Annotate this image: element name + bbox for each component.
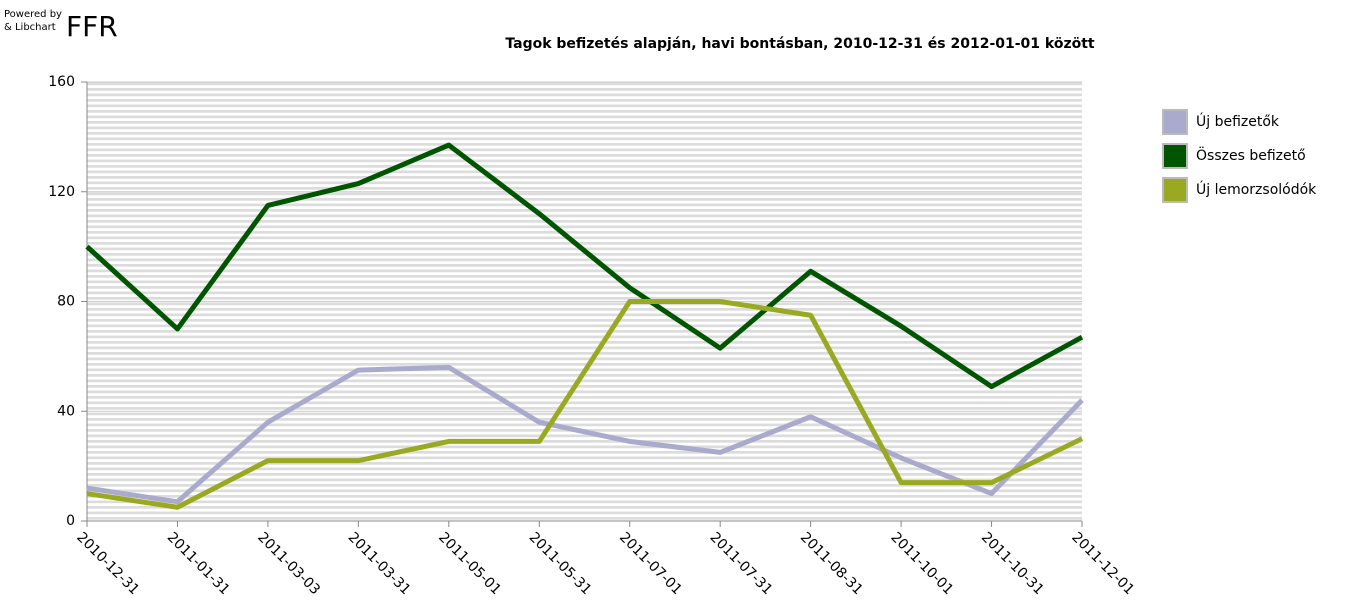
x-tick-label: 2011-07-01	[616, 529, 685, 598]
series-line	[86, 299, 1084, 510]
legend-label: Új befizetők	[1196, 112, 1280, 130]
x-tick-label: 2011-10-31	[978, 529, 1047, 598]
x-tick-label: 2011-08-31	[797, 529, 866, 598]
chart-title: Tagok befizetés alapján, havi bontásban,…	[505, 36, 1095, 52]
series-line	[86, 364, 1084, 505]
x-tick-label: 2010-12-31	[73, 529, 142, 598]
x-tick-label: 2011-07-31	[707, 529, 776, 598]
legend-swatch	[1162, 109, 1188, 135]
legend-label: Összes befizető	[1196, 146, 1306, 164]
series-line	[85, 142, 1084, 390]
y-tick-label: 0	[66, 513, 75, 529]
legend-swatch	[1162, 143, 1188, 169]
x-tick-label: 2011-03-31	[345, 529, 414, 598]
x-tick-label: 2011-05-01	[435, 529, 504, 598]
logo-brand: FFR	[66, 10, 118, 43]
y-tick-label: 80	[57, 294, 75, 310]
y-tick-label: 160	[48, 74, 75, 90]
x-tick-label: 2011-01-31	[164, 529, 233, 598]
legend-swatch	[1162, 177, 1188, 203]
x-tick-label: 2011-05-31	[526, 529, 595, 598]
y-tick-label: 40	[57, 403, 75, 419]
logo-line: Powered by	[4, 9, 62, 20]
x-tick-label: 2011-03-03	[254, 529, 323, 598]
y-tick-label: 120	[48, 184, 75, 200]
legend-label: Új lemorzsolódók	[1196, 180, 1317, 198]
x-tick-label: 2011-12-01	[1068, 529, 1137, 598]
logo-line: & Libchart	[4, 22, 56, 33]
x-tick-label: 2011-10-01	[887, 529, 956, 598]
